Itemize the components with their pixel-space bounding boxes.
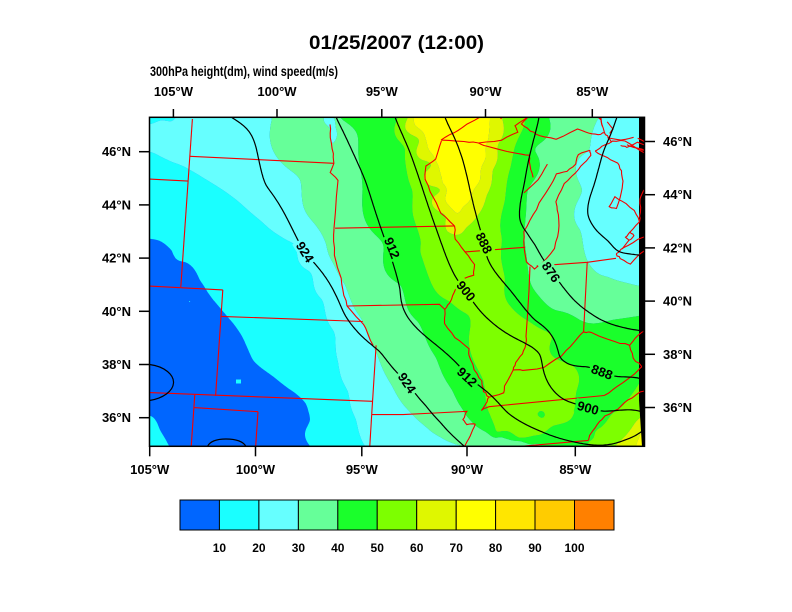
svg-text:40: 40: [331, 541, 345, 555]
svg-text:888: 888: [589, 361, 615, 383]
svg-text:44°N: 44°N: [102, 197, 131, 212]
svg-text:300hPa height(dm), wind speed(: 300hPa height(dm), wind speed(m/s): [150, 64, 338, 79]
svg-text:70: 70: [450, 541, 464, 555]
svg-text:46°N: 46°N: [663, 134, 692, 149]
svg-text:100°W: 100°W: [257, 84, 297, 99]
svg-text:85°W: 85°W: [559, 462, 592, 477]
svg-text:36°N: 36°N: [102, 410, 131, 425]
svg-text:80: 80: [489, 541, 503, 555]
svg-text:40°N: 40°N: [663, 294, 692, 309]
svg-text:30: 30: [292, 541, 306, 555]
svg-text:105°W: 105°W: [154, 84, 194, 99]
svg-text:85°W: 85°W: [576, 84, 609, 99]
svg-text:90: 90: [528, 541, 542, 555]
svg-text:36°N: 36°N: [663, 400, 692, 415]
svg-text:38°N: 38°N: [663, 347, 692, 362]
svg-text:38°N: 38°N: [102, 357, 131, 372]
svg-text:100°W: 100°W: [236, 462, 276, 477]
svg-text:42°N: 42°N: [663, 240, 692, 255]
svg-text:10: 10: [213, 541, 227, 555]
svg-text:20: 20: [252, 541, 266, 555]
svg-text:44°N: 44°N: [663, 187, 692, 202]
svg-text:60: 60: [410, 541, 424, 555]
svg-text:50: 50: [371, 541, 385, 555]
svg-text:95°W: 95°W: [346, 462, 379, 477]
svg-text:01/25/2007 (12:00): 01/25/2007 (12:00): [309, 33, 484, 54]
svg-text:40°N: 40°N: [102, 304, 131, 319]
svg-text:46°N: 46°N: [102, 144, 131, 159]
svg-text:105°W: 105°W: [130, 462, 170, 477]
svg-text:90°W: 90°W: [451, 462, 484, 477]
svg-text:900: 900: [576, 398, 601, 418]
svg-text:95°W: 95°W: [366, 84, 399, 99]
svg-text:42°N: 42°N: [102, 251, 131, 266]
svg-text:90°W: 90°W: [470, 84, 503, 99]
svg-text:100: 100: [564, 541, 584, 555]
